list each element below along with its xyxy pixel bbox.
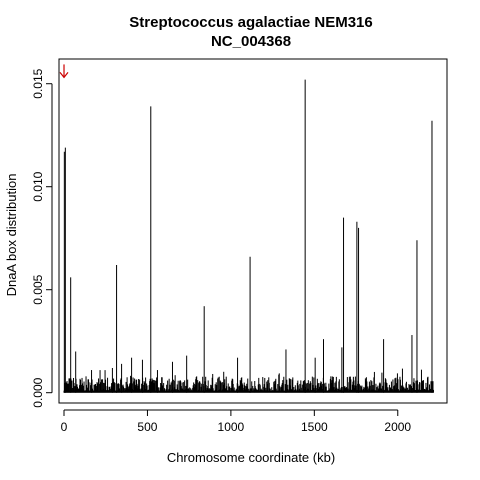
- arrow-head: [59, 72, 69, 79]
- origin-marker: [59, 64, 69, 79]
- x-tick-label: 500: [137, 420, 157, 434]
- noise-bars: [63, 368, 434, 393]
- x-tick-label: 0: [61, 420, 68, 434]
- x-tick-label: 1000: [218, 420, 245, 434]
- x-tick-label: 2000: [384, 420, 411, 434]
- chart-subtitle: NC_004368: [211, 33, 291, 50]
- x-tick-label: 1500: [301, 420, 328, 434]
- y-tick-label: 0.005: [31, 274, 45, 304]
- plot-area: [58, 58, 448, 404]
- chart-title: Streptococcus agalactiae NEM316: [129, 14, 372, 31]
- y-tick-label: 0.000: [31, 377, 45, 407]
- peak-bars: [63, 79, 433, 393]
- y-tick-label: 0.010: [31, 171, 45, 201]
- x-axis-label: Chromosome coordinate (kb): [167, 450, 335, 465]
- y-axis: 0.000 0.005 0.010 0.015: [31, 68, 53, 408]
- y-axis-label: DnaA box distribution: [4, 174, 19, 297]
- x-axis: 0 500 1000 1500 2000: [61, 409, 411, 434]
- y-tick-label: 0.015: [31, 68, 45, 98]
